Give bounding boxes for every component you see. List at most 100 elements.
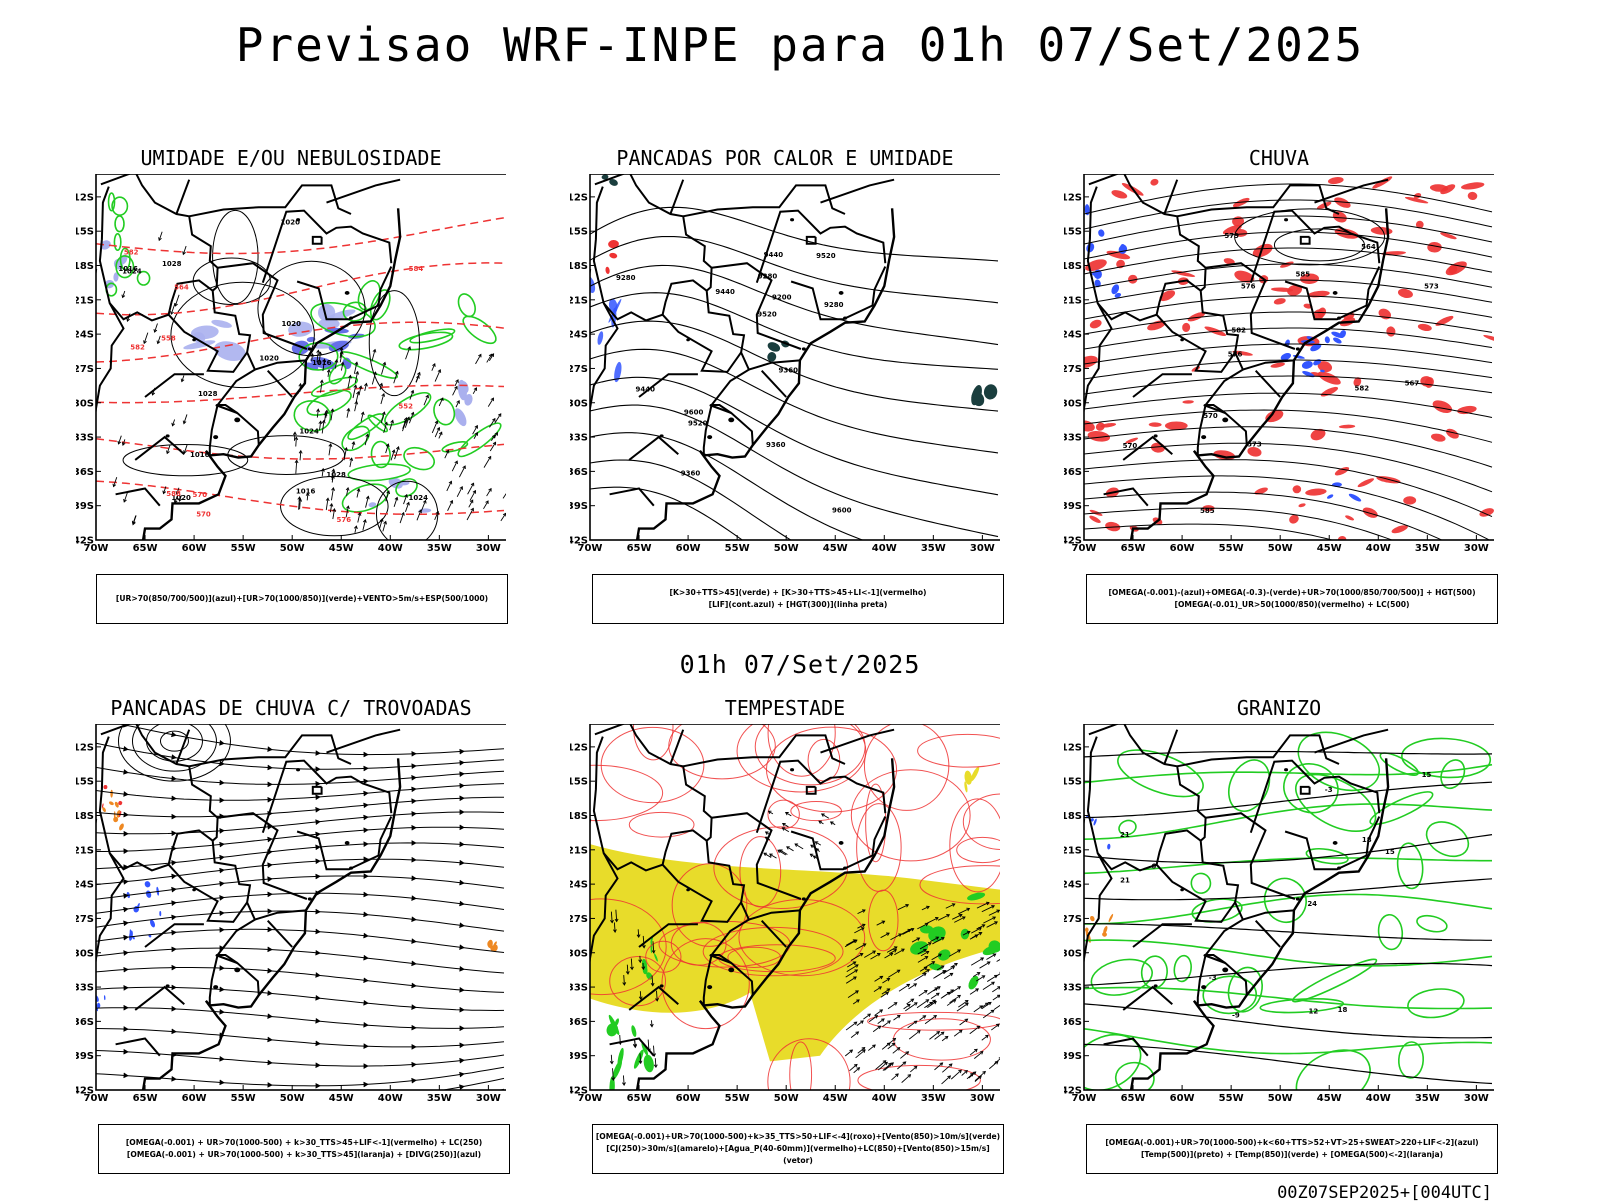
humidity-green-contour <box>441 440 468 454</box>
wind-vector <box>452 461 457 471</box>
unstable-orange <box>118 823 125 831</box>
lake <box>1337 867 1341 870</box>
legend-box: [OMEGA(-0.001) + UR>70(1000-500) + k>30_… <box>98 1124 510 1174</box>
lake <box>728 418 734 423</box>
contour-label: 1016 <box>190 451 210 459</box>
x-tick-label: 35W <box>427 1093 452 1104</box>
wind-vector <box>329 444 332 455</box>
wind-vector <box>364 384 367 391</box>
wind-vector <box>331 409 334 420</box>
map-pancadas-calor: 9600952094409360928092009600952094409360… <box>570 174 1000 574</box>
hgt-contour <box>1084 508 1492 574</box>
wind-vector <box>851 1032 858 1038</box>
wind-vector <box>359 386 362 395</box>
wind-vector <box>787 847 794 851</box>
wind-vector <box>299 451 302 461</box>
lake <box>660 984 664 987</box>
x-tick-label: 40W <box>1366 543 1391 554</box>
panel-title: UMIDADE E/OU NEBULOSIDADE <box>76 146 506 170</box>
y-tick-label: 15S <box>76 777 94 788</box>
panel-title: TEMPESTADE <box>570 696 1000 720</box>
contour-label: 552 <box>398 403 413 411</box>
rain-red-area <box>1327 176 1344 185</box>
wind-vector <box>786 812 792 815</box>
wind-vector <box>395 447 400 459</box>
rain-red-area <box>1370 226 1392 235</box>
x-tick-label: 35W <box>921 1093 946 1104</box>
x-tick-label: 35W <box>921 543 946 554</box>
lake <box>802 897 806 900</box>
lake <box>1296 897 1300 900</box>
lake <box>1201 985 1206 989</box>
x-tick-label: 40W <box>378 1093 403 1104</box>
lake <box>843 867 847 870</box>
lif-blue-contour <box>596 331 604 346</box>
divergence-blue <box>128 930 133 941</box>
rain-red-area <box>1430 432 1446 442</box>
y-tick-label: 27S <box>570 914 588 925</box>
humidity-green-contour <box>114 234 120 250</box>
contour-label: 9360 <box>766 441 786 449</box>
wind-vector <box>468 483 474 494</box>
rain-red-area <box>1088 514 1101 524</box>
wind-vector <box>982 1035 988 1040</box>
legend-line: [K>30+TTS>45](verde) + [K>30+TTS>45+LI<-… <box>669 587 926 599</box>
contour-label: 1020 <box>280 219 300 227</box>
panel-title: PANCADAS DE CHUVA C/ TROVOADAS <box>76 696 506 720</box>
x-tick-label: 40W <box>872 1093 897 1104</box>
y-tick-label: 33S <box>570 983 588 994</box>
x-tick-label: 50W <box>280 1093 305 1104</box>
contour-label: 582 <box>124 248 139 256</box>
y-tick-label: 30S <box>1064 948 1082 959</box>
plot-area <box>76 724 504 1124</box>
lake <box>1337 317 1341 320</box>
y-tick-label: 30S <box>76 398 94 409</box>
contour-line <box>96 263 504 315</box>
streamline <box>96 946 504 973</box>
contour-label: 582 <box>1354 385 1369 393</box>
contour-label: 9200 <box>772 294 792 302</box>
wind-vector <box>321 469 324 477</box>
wind-vector <box>144 333 148 344</box>
wind-vector <box>942 1036 948 1040</box>
rain-red-area <box>1146 319 1167 333</box>
legend-box: [OMEGA(-0.001)-(azul)+OMEGA(-0.3)-(verde… <box>1086 574 1498 624</box>
x-tick-label: 50W <box>774 543 799 554</box>
y-tick-label: 12S <box>570 742 588 753</box>
wind-green-area <box>651 942 653 954</box>
wind-vector <box>447 481 452 491</box>
contour-label: 573 <box>1424 283 1439 291</box>
plot-area <box>570 724 1000 1124</box>
rain-red-area <box>1344 514 1354 521</box>
wind-vector <box>347 409 350 418</box>
lake <box>1284 768 1288 771</box>
lc850-streamline <box>950 799 1000 892</box>
y-tick-label: 42S <box>570 1086 588 1097</box>
contour-label: 1024 <box>122 267 142 275</box>
unstable-orange <box>110 790 113 798</box>
x-tick-label: 30W <box>1464 1093 1489 1104</box>
wind-vector <box>326 498 329 510</box>
wind-vector <box>167 445 171 453</box>
x-tick-label: 50W <box>774 1093 799 1104</box>
lc850-streamline <box>864 724 948 810</box>
rain-red-area <box>1298 503 1306 508</box>
x-tick-label: 35W <box>1415 1093 1440 1104</box>
wind-vector <box>942 1076 951 1084</box>
wind-vector <box>473 388 476 394</box>
rain-red-area <box>1417 323 1432 332</box>
border-line <box>807 787 816 794</box>
y-tick-label: 33S <box>76 983 94 994</box>
wind-vector <box>815 842 821 845</box>
isobar <box>213 210 258 303</box>
rain-red-area <box>1273 297 1286 305</box>
plot-frame <box>96 174 506 540</box>
lake <box>166 434 170 437</box>
